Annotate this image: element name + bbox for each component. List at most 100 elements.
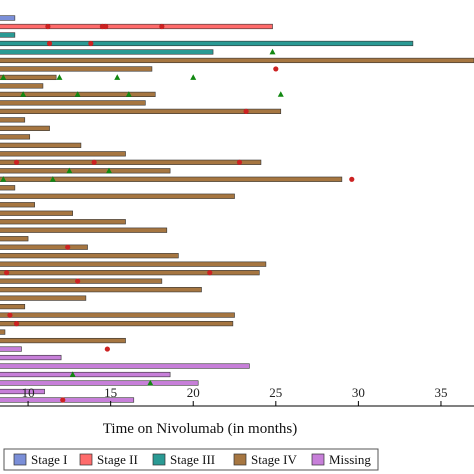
swimmer-bar [0, 202, 35, 208]
circle-marker [91, 159, 97, 165]
swimmer-bar [0, 219, 126, 225]
triangle-marker [74, 91, 81, 97]
swimmer-bar [0, 125, 50, 131]
triangle-marker [0, 176, 7, 182]
triangle-marker [277, 91, 284, 97]
swimmer-bar [0, 337, 126, 344]
triangle-marker [69, 371, 76, 377]
swimmer-bar [0, 210, 73, 216]
legend-swatch [311, 453, 325, 466]
swimmer-bar [0, 287, 202, 293]
x-tick-label: 30 [352, 385, 365, 400]
swimmer-bar [0, 193, 235, 199]
circle-marker [159, 23, 165, 30]
circle-marker [60, 397, 66, 403]
circle-marker [4, 270, 10, 276]
swimmer-bar [0, 397, 135, 403]
swimmer-bar [0, 23, 273, 30]
swimmer-bar [0, 15, 16, 21]
triangle-marker [66, 167, 73, 174]
triangle-marker [125, 91, 132, 97]
legend-box [3, 448, 379, 471]
legend-label: Stage II [97, 452, 138, 467]
legend-swatch [152, 453, 166, 466]
swimmer-bar [0, 100, 146, 106]
circle-marker [45, 23, 51, 30]
triangle-marker [114, 74, 121, 80]
circle-marker [13, 321, 20, 327]
legend-swatch [233, 453, 247, 466]
x-axis-title: Time on Nivolumab (in months) [103, 421, 297, 437]
swimmer-bar [0, 270, 260, 276]
circle-marker [104, 346, 110, 352]
swimmer-bar [0, 295, 87, 301]
legend-swatch [79, 453, 93, 466]
circle-marker [7, 312, 13, 318]
swimmer-bar [0, 236, 29, 242]
triangle-marker [190, 74, 197, 80]
swimmer-bar [0, 380, 199, 386]
circle-marker [236, 159, 243, 165]
swimmer-bar [0, 185, 16, 191]
swimmer-bar [0, 159, 262, 165]
swimmer-bar [0, 371, 171, 378]
swimmer-bar [0, 304, 26, 310]
swimmer-bar [0, 320, 234, 327]
legend-label: Stage IV [251, 452, 297, 467]
swimmer-bar [0, 57, 474, 64]
x-tick-label: 20 [187, 385, 200, 400]
swimmer-bar [0, 168, 171, 174]
triangle-marker [0, 74, 7, 80]
triangle-marker [106, 167, 113, 174]
circle-marker [273, 66, 279, 72]
swimmer-bar [0, 312, 235, 318]
triangle-marker [56, 74, 63, 80]
swimmer-bar [0, 354, 62, 361]
circle-marker [349, 176, 355, 182]
swimmer-bar [0, 66, 153, 72]
circle-marker [207, 270, 213, 276]
swimmer-bar [0, 32, 16, 38]
swimmer-bar [0, 261, 267, 267]
swimmer-bar [0, 346, 22, 352]
swimmer-bar [0, 388, 45, 395]
legend-swatch [13, 453, 27, 466]
swimmer-bar [0, 142, 82, 148]
swimmer-bar [0, 227, 168, 233]
circle-marker [13, 159, 20, 165]
swimmer-bar [0, 363, 250, 369]
x-tick-label: 25 [269, 385, 282, 400]
swimmer-bar [0, 108, 282, 114]
swimmer-bar [0, 83, 44, 89]
swimmer-bar [0, 176, 343, 182]
legend-label: Stage III [170, 452, 215, 467]
x-tick-label: 35 [434, 385, 447, 400]
circle-marker [103, 23, 109, 30]
circle-marker [65, 244, 71, 250]
swimmer-bar [0, 40, 414, 47]
swimmer-bar [0, 278, 163, 284]
legend: Stage I Stage II Stage III Stage IV Missing [3, 448, 379, 471]
swimmer-bar [0, 253, 179, 259]
x-axis-ticks: 10 15 20 25 30 35 [22, 385, 447, 406]
triangle-marker [20, 91, 27, 97]
plot-area [0, 15, 474, 403]
triangle-marker [49, 176, 56, 182]
x-tick-label: 15 [104, 385, 117, 400]
swimmer-bar [0, 49, 214, 55]
circle-marker [243, 108, 249, 114]
circle-marker [75, 278, 81, 284]
triangle-marker [269, 48, 276, 55]
swimmer-bar [0, 244, 88, 250]
circle-marker [46, 40, 53, 47]
legend-label: Missing [329, 452, 371, 467]
swimmer-bar [0, 74, 57, 81]
x-tick-label: 10 [22, 385, 35, 400]
swimmer-bar [0, 329, 6, 335]
swimmer-bar [0, 151, 126, 157]
legend-label: Stage I [31, 452, 67, 467]
swimmer-bar [0, 134, 31, 140]
circle-marker [88, 40, 94, 47]
swimmer-bar [0, 117, 26, 123]
